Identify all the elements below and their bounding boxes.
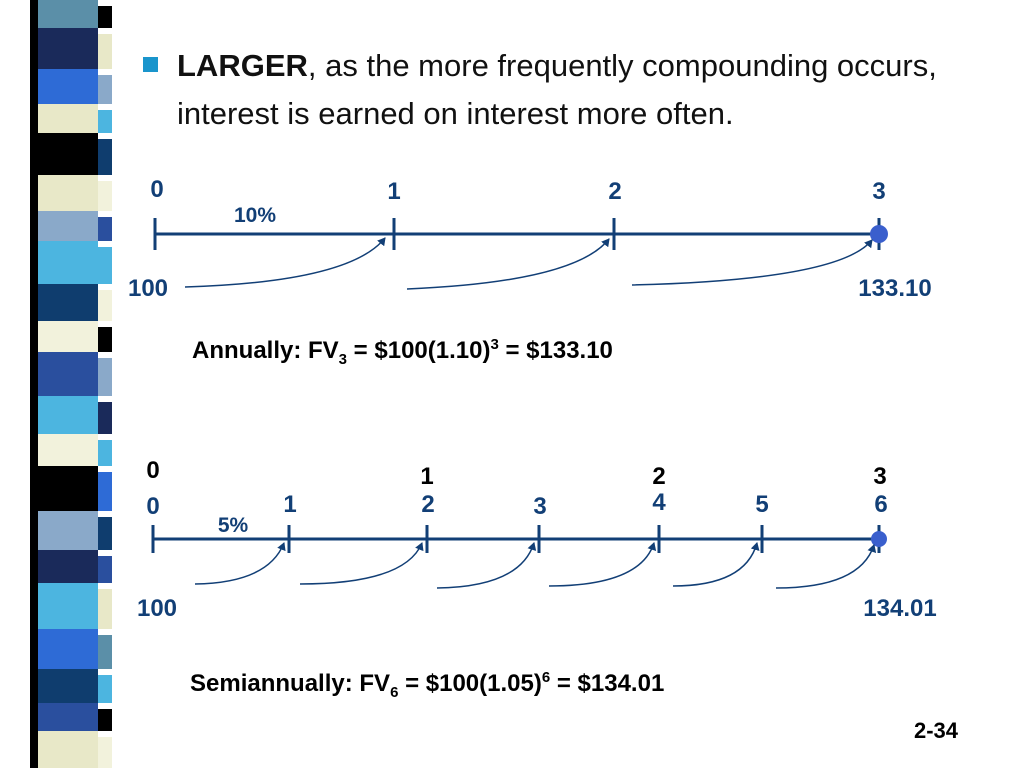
stripe-band: [98, 440, 112, 466]
formula-semi-mid: = $100(1.05): [398, 670, 542, 697]
stripe-band: [38, 511, 98, 550]
decorative-stripe: [0, 0, 118, 768]
stripe-band: [98, 358, 112, 396]
annual-period-label: 2: [608, 178, 621, 205]
annual-timeline: 0 1 2 3 10% 100 133.10: [128, 176, 932, 302]
stripe-band: [98, 290, 112, 321]
stripe-band: [38, 321, 98, 352]
semi-compound-arrow: [548, 542, 657, 587]
stripe-band: [38, 669, 98, 703]
stripe-band: [98, 556, 112, 583]
stripe-band: [38, 284, 98, 321]
semi-period-label: 5: [755, 491, 768, 518]
semi-compound-arrow: [775, 544, 877, 589]
semi-compound-arrow: [436, 542, 537, 589]
semi-pv-label: 100: [137, 595, 177, 622]
semi-period-label: 6: [874, 491, 887, 518]
annual-pv-label: 100: [128, 275, 168, 302]
annual-period-label: 1: [387, 178, 400, 205]
stripe-edge: [30, 0, 38, 768]
semi-rate-label: 5%: [218, 514, 249, 537]
formula-annual-sup: 3: [490, 336, 499, 353]
stripe-band: [38, 703, 98, 731]
formula-semi-prefix: Semiannually: FV: [190, 670, 391, 697]
stripe-band: [38, 583, 98, 629]
bullet-text-rest: , as the more frequently compounding occ…: [177, 48, 937, 131]
stripe-band: [38, 550, 98, 583]
stripe-band: [98, 139, 112, 175]
stripe-band: [38, 629, 98, 669]
formula-semiannual: Semiannually: FV6 = $100(1.05)6 = $134.0…: [190, 669, 664, 701]
formula-semi-sup: 6: [541, 669, 551, 686]
stripe-band: [98, 402, 112, 434]
stripe-band: [98, 181, 112, 211]
stripe-band: [38, 0, 98, 28]
stripe-band: [98, 75, 112, 104]
formula-semi-suffix: = $134.01: [550, 670, 665, 697]
semiannual-timeline: 0 1 2 3 0 1 2 3 4 5 6 5% 100 134.01: [137, 457, 937, 622]
bullet-square-icon: [143, 57, 158, 72]
semi-period-label: 2: [421, 491, 434, 518]
annual-rate-label: 10%: [234, 204, 276, 227]
formula-annual-sub: 3: [338, 350, 348, 368]
stripe-band: [98, 709, 112, 731]
annual-compound-arrow: [184, 237, 386, 288]
semi-compound-arrow: [299, 542, 424, 585]
semi-end-dot-icon: [871, 531, 887, 547]
semi-period-label: 0: [146, 493, 159, 520]
slide-number: 2-34: [914, 718, 959, 743]
stripe-band: [98, 327, 112, 352]
stripe-band: [38, 731, 98, 768]
semi-period-label: 4: [652, 489, 666, 516]
stripe-band: [38, 28, 98, 69]
stripe-band: [98, 737, 112, 768]
annual-compound-arrow: [631, 239, 873, 286]
semi-fv-label: 134.01: [863, 595, 936, 622]
stripe-band: [98, 675, 112, 703]
stripe-band: [38, 352, 98, 396]
formula-annual: Annually: FV3 = $100(1.10)3 = $133.10: [192, 336, 613, 368]
bullet-text: LARGER, as the more frequently compoundi…: [177, 42, 997, 138]
bullet-text-bold: LARGER: [177, 48, 308, 83]
stripe-band: [38, 104, 98, 133]
formula-annual-mid: = $100(1.10): [347, 337, 491, 364]
stripe-band: [38, 241, 98, 284]
stripe-band: [98, 6, 112, 28]
annual-compound-arrow: [406, 238, 610, 290]
stripe-band: [38, 133, 98, 175]
stripe-band: [38, 69, 98, 104]
stripe-band: [98, 635, 112, 669]
annual-period-label: 0: [150, 176, 163, 203]
annual-end-dot-icon: [870, 225, 888, 243]
stripe-band: [98, 589, 112, 629]
stripe-band: [98, 34, 112, 69]
stripe-band: [98, 217, 112, 241]
semi-year-label: 3: [873, 463, 886, 490]
formula-semi-sub: 6: [390, 683, 399, 701]
stripe-band: [38, 434, 98, 466]
semi-compound-arrow: [672, 542, 760, 587]
semi-year-label: 2: [652, 463, 665, 490]
stripe-band: [38, 175, 98, 211]
formula-annual-suffix: = $133.10: [498, 337, 613, 364]
semi-year-label: 1: [420, 463, 433, 490]
formula-annual-prefix: Annually: FV: [192, 337, 339, 364]
semi-compound-arrow: [194, 542, 286, 585]
semi-period-label: 1: [283, 491, 296, 518]
semi-period-label: 3: [533, 493, 546, 520]
stripe-band: [98, 472, 112, 511]
stripe-band: [98, 247, 112, 284]
annual-period-label: 3: [872, 178, 885, 205]
stripe-band: [98, 110, 112, 133]
semi-year-label: 0: [146, 457, 159, 484]
annual-fv-label: 133.10: [858, 275, 931, 302]
stripe-band: [38, 466, 98, 511]
stripe-band: [98, 517, 112, 550]
stripe-band: [38, 211, 98, 241]
stripe-band: [38, 396, 98, 434]
